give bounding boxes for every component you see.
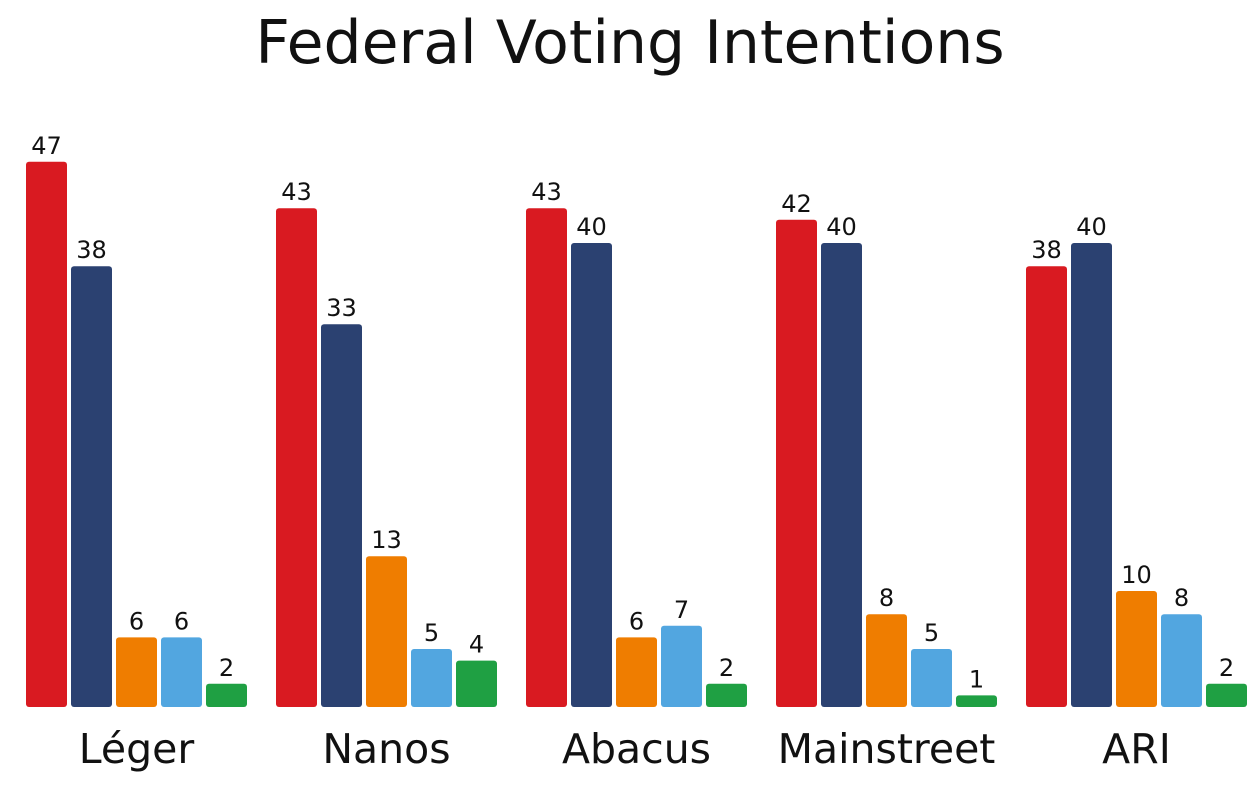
data-label-ari-4: 8 (1174, 584, 1189, 612)
bar-abacus-2 (571, 243, 612, 707)
data-label-leger-3: 6 (129, 607, 144, 635)
bar-ari-1 (1026, 266, 1067, 707)
bar-ari-5 (1206, 683, 1247, 707)
bar-abacus-3 (616, 637, 657, 707)
data-label-leger-2: 38 (76, 236, 107, 264)
data-label-leger-4: 6 (174, 607, 189, 635)
data-label-ari-3: 10 (1121, 561, 1152, 589)
bar-mainstreet-5 (956, 695, 997, 707)
data-label-leger-1: 47 (31, 132, 62, 160)
data-label-nanos-3: 13 (371, 526, 402, 554)
bar-ari-3 (1116, 591, 1157, 707)
data-label-mainstreet-4: 5 (924, 619, 939, 647)
data-label-abacus-4: 7 (674, 596, 689, 624)
data-label-ari-5: 2 (1219, 654, 1234, 682)
data-label-ari-2: 40 (1076, 213, 1107, 241)
data-label-abacus-1: 43 (531, 178, 562, 206)
data-label-mainstreet-3: 8 (879, 584, 894, 612)
data-label-nanos-5: 4 (469, 631, 484, 659)
bar-nanos-2 (321, 324, 362, 707)
bar-mainstreet-4 (911, 649, 952, 707)
data-label-abacus-5: 2 (719, 654, 734, 682)
category-label-abacus: Abacus (562, 725, 711, 773)
data-label-abacus-3: 6 (629, 607, 644, 635)
category-label-nanos: Nanos (322, 725, 450, 773)
bar-ari-4 (1161, 614, 1202, 707)
bar-leger-1 (26, 161, 67, 708)
bar-mainstreet-3 (866, 614, 907, 707)
bar-leger-4 (161, 637, 202, 707)
data-label-abacus-2: 40 (576, 213, 607, 241)
bar-leger-3 (116, 637, 157, 707)
bar-mainstreet-2 (821, 243, 862, 707)
data-label-mainstreet-1: 42 (781, 190, 812, 218)
bar-nanos-3 (366, 556, 407, 707)
data-label-mainstreet-5: 1 (969, 665, 984, 693)
category-label-mainstreet: Mainstreet (778, 725, 996, 773)
category-label-leger: Léger (79, 725, 195, 773)
data-label-leger-5: 2 (219, 654, 234, 682)
bar-abacus-1 (526, 208, 567, 707)
bar-leger-2 (71, 266, 112, 707)
bar-nanos-5 (456, 660, 497, 707)
data-label-mainstreet-2: 40 (826, 213, 857, 241)
data-label-nanos-1: 43 (281, 178, 312, 206)
data-label-nanos-4: 5 (424, 619, 439, 647)
data-label-nanos-2: 33 (326, 294, 357, 322)
bar-abacus-5 (706, 683, 747, 707)
chart-title: Federal Voting Intentions (255, 8, 1005, 78)
bar-ari-2 (1071, 243, 1112, 707)
data-label-ari-1: 38 (1031, 236, 1062, 264)
bar-leger-5 (206, 683, 247, 707)
category-label-ari: ARI (1102, 725, 1171, 773)
bar-nanos-1 (276, 208, 317, 707)
bar-mainstreet-1 (776, 219, 817, 708)
bar-nanos-4 (411, 649, 452, 707)
bar-abacus-4 (661, 625, 702, 707)
